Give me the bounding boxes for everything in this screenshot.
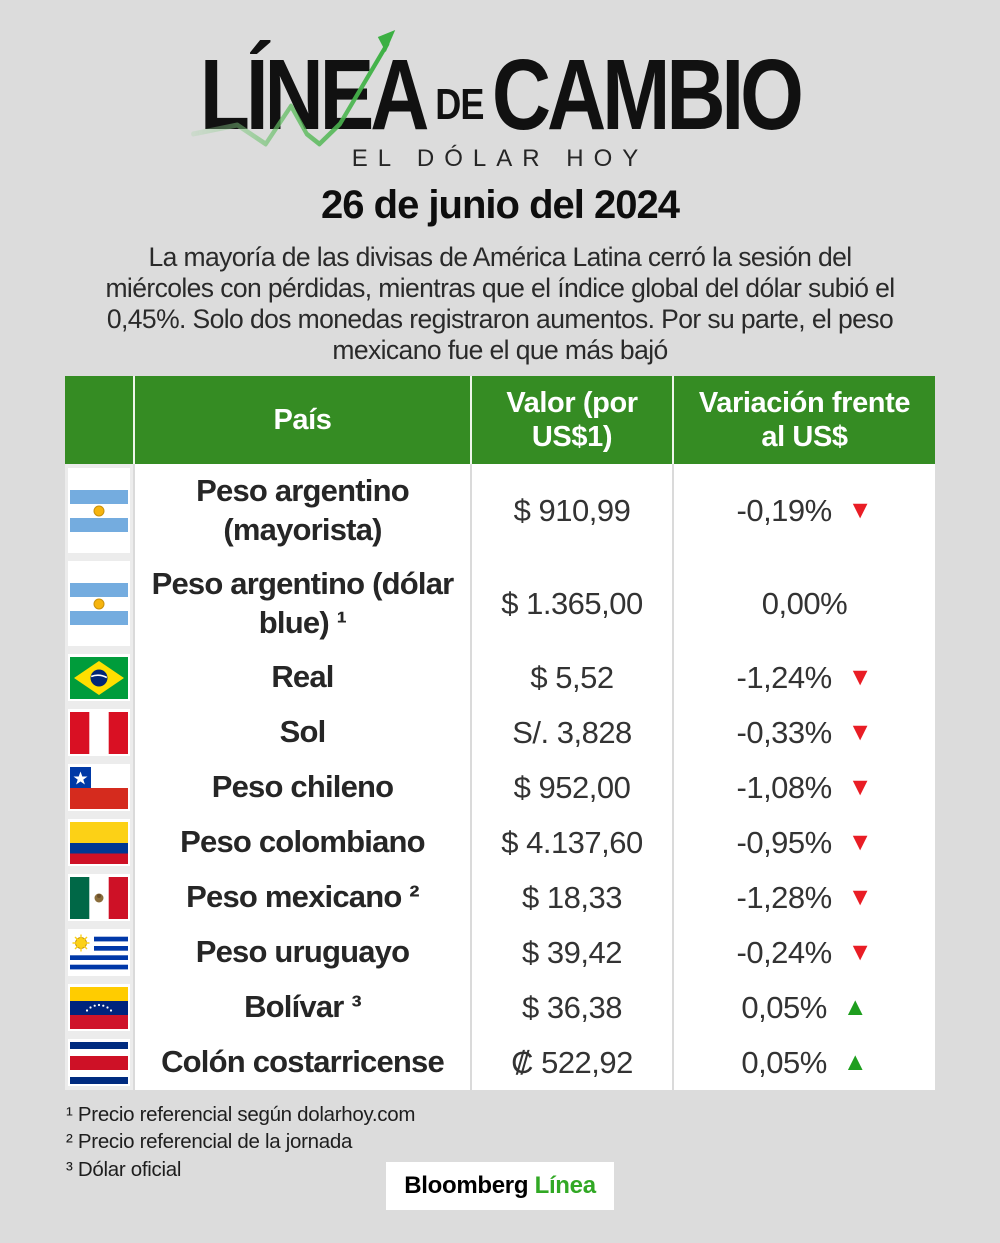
footnote-3: ³ Dólar oficial bbox=[66, 1157, 182, 1181]
variation-arrow-icon: ▲ bbox=[842, 1048, 868, 1076]
table-row: Peso colombiano $ 4.137,60 -0,95% ▼ bbox=[65, 815, 935, 870]
currency-variation: -0,19% bbox=[736, 492, 833, 528]
logo-text-cambio: CAMBIO bbox=[492, 39, 804, 151]
currency-value: $ 36,38 bbox=[522, 989, 622, 1025]
column-header-variation: Variación frente al US$ bbox=[698, 386, 911, 453]
header-flag-spacer bbox=[65, 376, 133, 464]
column-header-value: Valor (por US$1) bbox=[506, 386, 638, 453]
logo: LÍNEA DE CAMBIO bbox=[191, 30, 804, 151]
logo-text-de: DE bbox=[435, 80, 484, 129]
logo-text-linea: LÍNEA bbox=[200, 39, 430, 151]
table-row: Peso chileno $ 952,00 -1,08% ▼ bbox=[65, 760, 935, 815]
currency-variation: -0,95% bbox=[736, 824, 833, 860]
currency-value: $ 4.137,60 bbox=[501, 824, 643, 860]
currency-variation: 0,05% bbox=[741, 989, 827, 1025]
brand-footer: Bloomberg Línea bbox=[0, 1162, 1000, 1210]
flag-brazil-icon bbox=[68, 654, 130, 701]
variation-arrow-icon: ▲ bbox=[842, 993, 868, 1021]
table-row: Bolívar ³ $ 36,38 0,05% ▲ bbox=[65, 980, 935, 1035]
currency-name: Peso chileno bbox=[211, 769, 394, 805]
currency-name: Sol bbox=[279, 714, 327, 750]
currency-name: Peso uruguayo bbox=[195, 934, 410, 970]
variation-arrow-icon: ▼ bbox=[847, 496, 873, 524]
flag-peru-icon bbox=[68, 709, 130, 756]
currency-variation: -0,33% bbox=[736, 714, 833, 750]
summary-paragraph: La mayoría de las divisas de América Lat… bbox=[105, 242, 895, 365]
currency-variation: -1,28% bbox=[736, 879, 833, 915]
footnote-2: ² Precio referencial de la jornada bbox=[66, 1130, 353, 1154]
variation-arrow-icon: ▼ bbox=[847, 938, 873, 966]
column-header-country: País bbox=[273, 403, 332, 436]
footnotes: ¹ Precio referencial según dolarhoy.com … bbox=[66, 1101, 415, 1183]
currency-name: Colón costarricense bbox=[161, 1044, 445, 1080]
flag-venezuela-icon bbox=[68, 984, 130, 1031]
table-row: Peso argentino (dólar blue) ¹ $ 1.365,00… bbox=[65, 557, 935, 650]
brand-text-bloomberg: Bloomberg bbox=[404, 1172, 529, 1199]
currency-name: Bolívar ³ bbox=[244, 989, 362, 1025]
flag-argentina-icon bbox=[68, 561, 130, 646]
variation-arrow-icon: ▼ bbox=[847, 883, 873, 911]
masthead: LÍNEA DE CAMBIO EL DÓLAR HOY 26 de junio… bbox=[0, 30, 1000, 366]
bloomberg-linea-logo: Bloomberg Línea bbox=[386, 1162, 614, 1210]
flag-uruguay-icon bbox=[68, 929, 130, 976]
flag-argentina-icon bbox=[68, 468, 130, 553]
currency-name: Peso argentino (dólar blue) ¹ bbox=[151, 565, 455, 640]
currency-value: $ 1.365,00 bbox=[501, 585, 643, 621]
table-row: Peso argentino (mayorista) $ 910,99 -0,1… bbox=[65, 464, 935, 557]
currency-variation: -1,08% bbox=[736, 769, 833, 805]
table-row: Real $ 5,52 -1,24% ▼ bbox=[65, 650, 935, 705]
currency-value: ₡ 522,92 bbox=[511, 1044, 633, 1080]
currency-value: $ 18,33 bbox=[522, 879, 622, 915]
table-row: Colón costarricense ₡ 522,92 0,05% ▲ bbox=[65, 1035, 935, 1090]
brand-text-linea: Línea bbox=[534, 1172, 596, 1199]
date-heading: 26 de junio del 2024 bbox=[321, 183, 680, 227]
footnote-1: ¹ Precio referencial según dolarhoy.com bbox=[66, 1103, 416, 1126]
exchange-rate-table: País Valor (por US$1) Variación frente a… bbox=[65, 376, 935, 1090]
currency-name: Peso argentino (mayorista) bbox=[196, 472, 410, 547]
table-row: Peso mexicano ² $ 18,33 -1,28% ▼ bbox=[65, 870, 935, 925]
table-row: Sol S/. 3,828 -0,33% ▼ bbox=[65, 705, 935, 760]
currency-value: $ 952,00 bbox=[513, 769, 631, 805]
currency-variation: -0,24% bbox=[736, 934, 833, 970]
table-header-row: País Valor (por US$1) Variación frente a… bbox=[65, 376, 935, 464]
variation-arrow-icon: ▼ bbox=[847, 828, 873, 856]
currency-variation: -1,24% bbox=[736, 659, 833, 695]
currency-value: $ 910,99 bbox=[513, 492, 631, 528]
flag-colombia-icon bbox=[68, 819, 130, 866]
currency-value: S/. 3,828 bbox=[512, 714, 632, 750]
currency-variation: 0,00% bbox=[761, 585, 848, 621]
flag-mexico-icon bbox=[68, 874, 130, 921]
currency-name: Real bbox=[271, 659, 334, 695]
variation-arrow-icon: ▼ bbox=[847, 718, 873, 746]
table-row: Peso uruguayo $ 39,42 -0,24% ▼ bbox=[65, 925, 935, 980]
variation-arrow-icon: ▼ bbox=[847, 773, 873, 801]
currency-value: $ 39,42 bbox=[522, 934, 622, 970]
currency-value: $ 5,52 bbox=[530, 659, 614, 695]
currency-variation: 0,05% bbox=[741, 1044, 827, 1080]
currency-name: Peso mexicano ² bbox=[186, 879, 419, 915]
flag-costa-rica-icon bbox=[68, 1039, 130, 1086]
logo-subtitle: EL DÓLAR HOY bbox=[351, 145, 649, 172]
variation-arrow-icon: ▼ bbox=[847, 663, 873, 691]
flag-chile-icon bbox=[68, 764, 130, 811]
currency-name: Peso colombiano bbox=[180, 824, 425, 860]
